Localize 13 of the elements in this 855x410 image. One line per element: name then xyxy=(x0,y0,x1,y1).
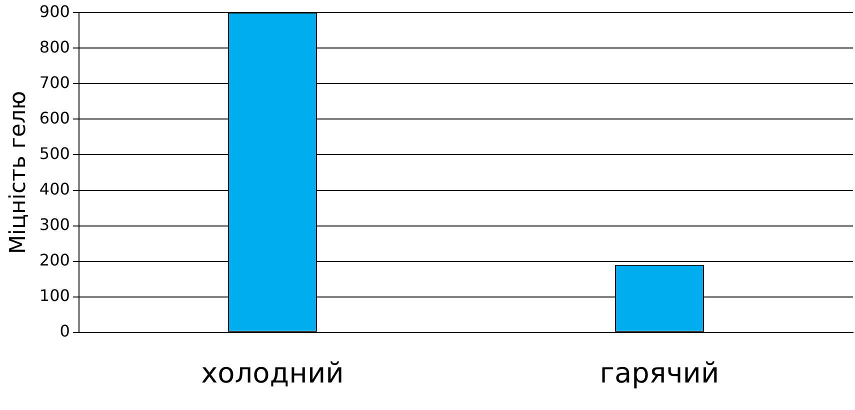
y-tick-label: 0 xyxy=(60,322,70,341)
y-axis-title: Міцність гелю xyxy=(6,90,31,254)
y-tick-label: 200 xyxy=(39,250,70,270)
y-tick-label: 900 xyxy=(39,2,70,21)
x-tick-label: холодний xyxy=(201,356,344,390)
y-tick-label: 100 xyxy=(39,286,70,306)
y-tick-label: 600 xyxy=(39,108,70,128)
y-tick-label: 500 xyxy=(39,144,70,163)
x-tick-label: гарячий xyxy=(600,356,720,390)
y-tick-label: 800 xyxy=(39,37,70,56)
y-tick-label: 400 xyxy=(39,179,70,198)
y-tick-label: 700 xyxy=(39,72,70,92)
y-tick-label: 300 xyxy=(39,214,70,234)
